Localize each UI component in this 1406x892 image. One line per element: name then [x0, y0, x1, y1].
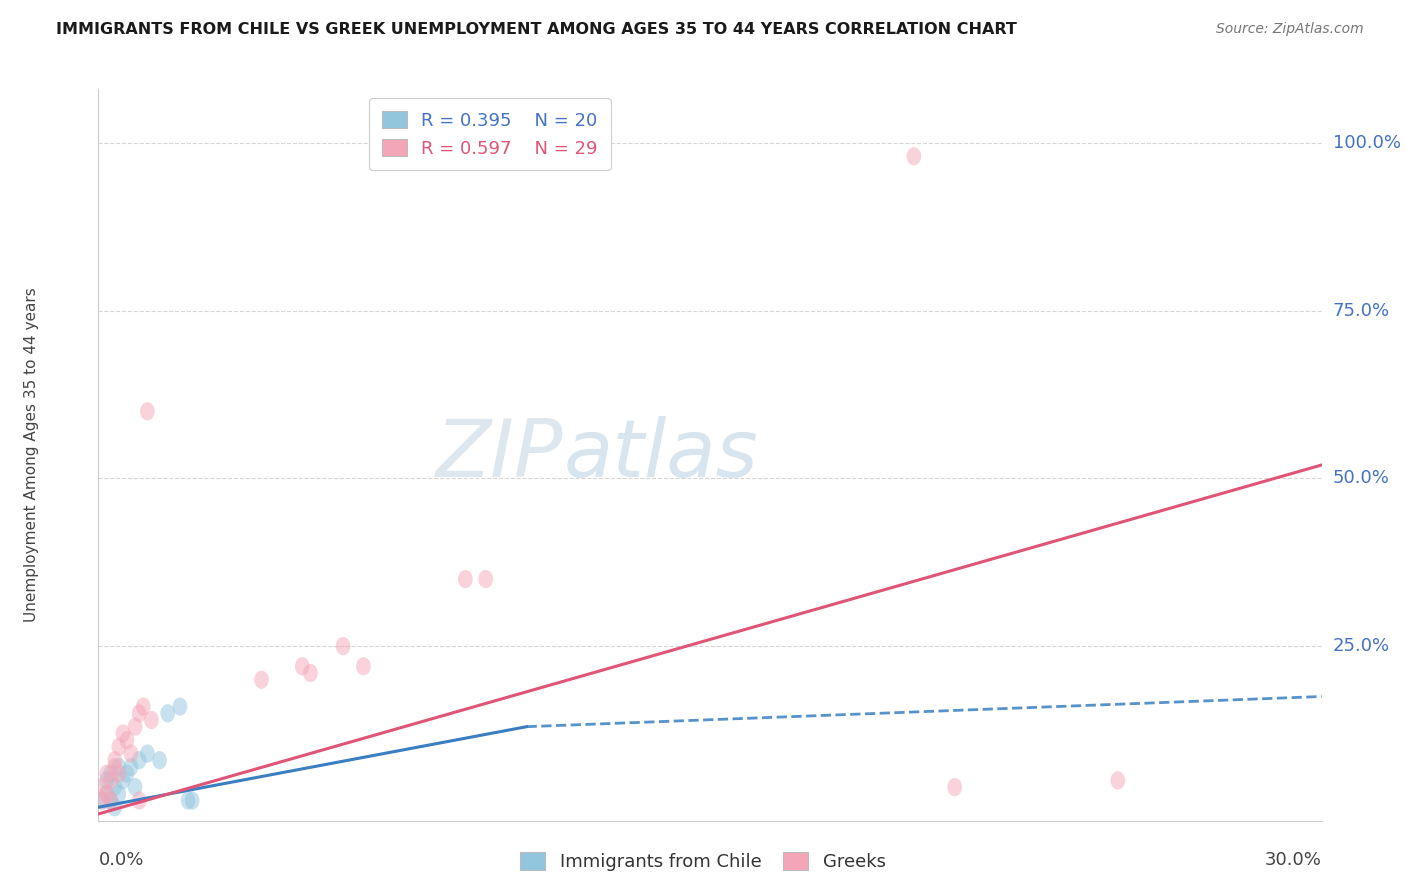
- Ellipse shape: [115, 724, 131, 742]
- Ellipse shape: [295, 657, 309, 675]
- Ellipse shape: [128, 778, 142, 797]
- Ellipse shape: [304, 664, 318, 682]
- Ellipse shape: [132, 791, 146, 810]
- Ellipse shape: [96, 791, 110, 810]
- Ellipse shape: [115, 772, 131, 789]
- Ellipse shape: [254, 671, 269, 689]
- Ellipse shape: [948, 778, 962, 797]
- Ellipse shape: [100, 764, 114, 783]
- Legend: Immigrants from Chile, Greeks: Immigrants from Chile, Greeks: [513, 846, 893, 879]
- Ellipse shape: [100, 785, 114, 803]
- Ellipse shape: [120, 764, 135, 783]
- Ellipse shape: [143, 711, 159, 729]
- Ellipse shape: [173, 698, 187, 715]
- Ellipse shape: [111, 764, 127, 783]
- Ellipse shape: [336, 637, 350, 656]
- Ellipse shape: [124, 758, 138, 776]
- Ellipse shape: [120, 731, 135, 749]
- Ellipse shape: [184, 791, 200, 810]
- Ellipse shape: [907, 147, 921, 165]
- Text: atlas: atlas: [564, 416, 758, 494]
- Ellipse shape: [111, 785, 127, 803]
- Ellipse shape: [124, 745, 138, 763]
- Ellipse shape: [132, 704, 146, 723]
- Ellipse shape: [107, 751, 122, 770]
- Text: 25.0%: 25.0%: [1333, 637, 1391, 655]
- Ellipse shape: [107, 758, 122, 776]
- Text: 75.0%: 75.0%: [1333, 301, 1391, 319]
- Ellipse shape: [141, 745, 155, 763]
- Ellipse shape: [111, 738, 127, 756]
- Ellipse shape: [458, 570, 472, 588]
- Ellipse shape: [136, 698, 150, 715]
- Ellipse shape: [111, 758, 127, 776]
- Ellipse shape: [160, 704, 176, 723]
- Text: IMMIGRANTS FROM CHILE VS GREEK UNEMPLOYMENT AMONG AGES 35 TO 44 YEARS CORRELATIO: IMMIGRANTS FROM CHILE VS GREEK UNEMPLOYM…: [56, 22, 1017, 37]
- Ellipse shape: [100, 772, 114, 789]
- Ellipse shape: [100, 785, 114, 803]
- Ellipse shape: [152, 751, 167, 770]
- Ellipse shape: [103, 772, 118, 789]
- Text: 100.0%: 100.0%: [1333, 134, 1400, 152]
- Ellipse shape: [103, 791, 118, 810]
- Text: 30.0%: 30.0%: [1265, 851, 1322, 869]
- Ellipse shape: [181, 791, 195, 810]
- Ellipse shape: [107, 798, 122, 816]
- Ellipse shape: [141, 402, 155, 420]
- Text: 0.0%: 0.0%: [98, 851, 143, 869]
- Text: Unemployment Among Ages 35 to 44 years: Unemployment Among Ages 35 to 44 years: [24, 287, 38, 623]
- Ellipse shape: [1111, 772, 1125, 789]
- Ellipse shape: [103, 764, 118, 783]
- Legend: R = 0.395    N = 20, R = 0.597    N = 29: R = 0.395 N = 20, R = 0.597 N = 29: [370, 98, 610, 170]
- Text: Source: ZipAtlas.com: Source: ZipAtlas.com: [1216, 22, 1364, 37]
- Ellipse shape: [356, 657, 371, 675]
- Ellipse shape: [96, 778, 110, 797]
- Ellipse shape: [128, 717, 142, 736]
- Text: ZIP: ZIP: [436, 416, 564, 494]
- Ellipse shape: [107, 778, 122, 797]
- Ellipse shape: [132, 751, 146, 770]
- Text: 50.0%: 50.0%: [1333, 469, 1389, 487]
- Ellipse shape: [103, 791, 118, 810]
- Ellipse shape: [478, 570, 494, 588]
- Ellipse shape: [96, 791, 110, 810]
